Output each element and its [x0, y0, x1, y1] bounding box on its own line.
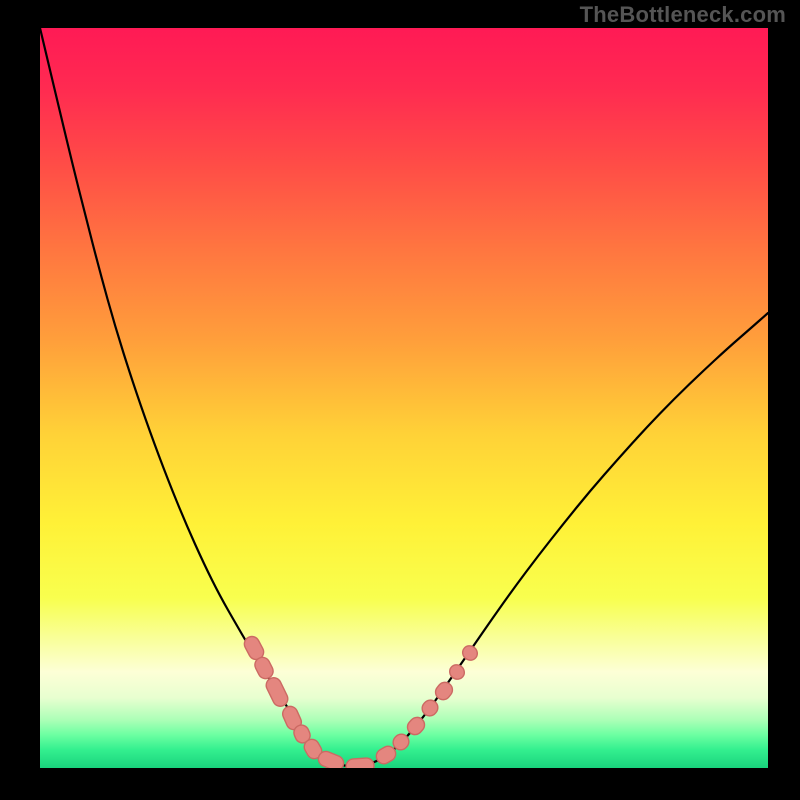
chart-frame: TheBottleneck.com — [0, 0, 800, 800]
plot-area — [40, 28, 768, 768]
curve-layer — [40, 28, 768, 768]
curve-marker — [419, 697, 441, 719]
curve-marker — [264, 675, 291, 709]
bottleneck-curve — [40, 28, 768, 766]
curve-marker — [346, 758, 375, 768]
watermark-text: TheBottleneck.com — [580, 2, 786, 28]
